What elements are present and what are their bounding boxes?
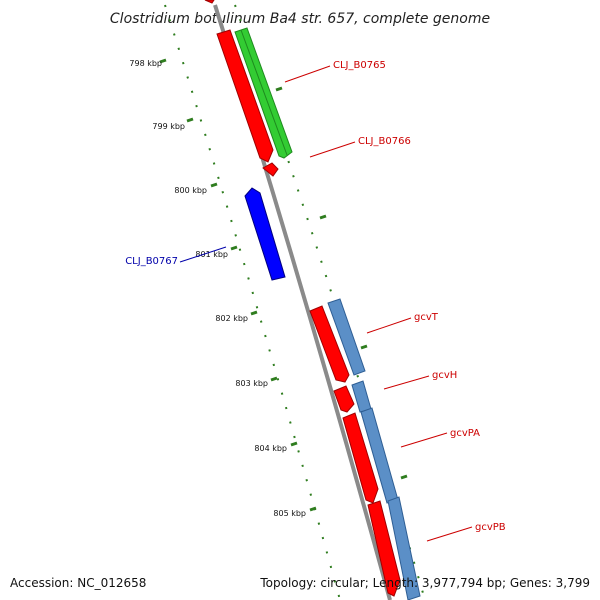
tick-label: 802 kbp — [215, 314, 248, 323]
gene-feature-red — [262, 162, 279, 177]
gene-feature-steelblue — [327, 298, 366, 376]
tick-label: 805 kbp — [273, 509, 306, 518]
tick-mark — [270, 376, 278, 382]
leader-line — [309, 141, 356, 158]
tick-mark — [290, 441, 298, 447]
leader-line — [284, 65, 331, 83]
tick-label: 800 kbp — [174, 186, 207, 195]
gene-feature-steelblue — [387, 496, 421, 600]
gene-feature-red — [216, 29, 274, 163]
gene-feature-red — [342, 412, 379, 504]
tick-label: 803 kbp — [235, 379, 268, 388]
topology-text: Topology: circular; Length: 3,977,794 bp… — [259, 576, 590, 590]
tick-mark — [159, 58, 167, 64]
tick-marks — [159, 58, 408, 512]
gene-feature-red — [367, 500, 401, 597]
gene-label: CLJ_B0767 — [125, 256, 178, 267]
label-leader-lines — [179, 65, 473, 542]
tick-label: 799 kbp — [152, 122, 185, 131]
gene-label: gcvT — [414, 312, 439, 323]
gene-feature-green — [234, 27, 293, 159]
gene-label: gcvPA — [450, 428, 480, 439]
tick-label: 798 kbp — [129, 59, 162, 68]
leader-line — [426, 526, 473, 542]
map-title: Clostridium botulinum Ba4 str. 657, comp… — [110, 11, 490, 27]
tick-mark — [319, 214, 327, 220]
gene-label: CLJ_B0765 — [333, 60, 386, 71]
gene-feature-blue — [244, 187, 286, 281]
tick-mark — [210, 182, 218, 188]
gene-label: gcvH — [432, 370, 457, 381]
leader-line — [383, 375, 430, 390]
leader-line — [366, 317, 412, 334]
accession-text: Accession: NC_012658 — [10, 576, 146, 590]
gene-label: CLJ_B0766 — [358, 136, 411, 147]
gene-feature-steelblue — [351, 380, 372, 413]
tick-mark — [360, 344, 368, 350]
tick-mark — [400, 474, 408, 480]
tick-label: 804 kbp — [254, 444, 287, 453]
gene-feature-red — [309, 305, 350, 383]
gene-feature-red — [204, 0, 215, 4]
gene-feature-green — [240, 29, 288, 156]
leader-line — [400, 432, 448, 448]
tick-mark — [309, 506, 317, 512]
tick-mark — [186, 117, 194, 123]
leader-line — [179, 246, 227, 263]
gene-label: gcvPB — [475, 522, 506, 533]
gene-feature-red — [333, 385, 355, 413]
tick-mark — [250, 310, 258, 316]
tick-mark — [230, 245, 238, 251]
tick-label: 801 kbp — [195, 250, 228, 259]
tick-mark — [275, 86, 283, 92]
